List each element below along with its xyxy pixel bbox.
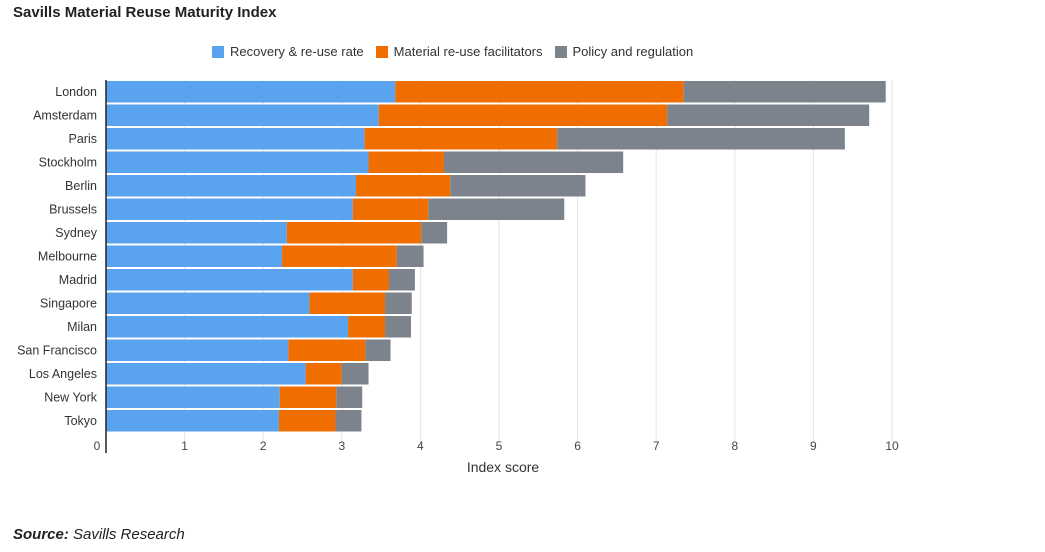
bar-madrid-series-0 [106,269,353,291]
bar-amsterdam-series-1 [378,104,668,126]
bar-los-angeles-series-1 [305,363,342,385]
source-label: Source: [13,526,69,543]
bar-milan-series-0 [106,316,349,338]
bar-san-francisco-series-1 [288,339,366,361]
bar-paris-series-1 [364,128,558,150]
bar-san-francisco-series-0 [106,339,289,361]
y-category-label: Berlin [65,179,97,193]
bar-tokyo-series-0 [106,410,279,432]
legend-label-recovery: Recovery & re-use rate [230,44,364,59]
x-tick-label-10: 10 [885,439,899,453]
y-category-label: Stockholm [39,155,97,169]
bar-los-angeles-series-0 [106,363,306,385]
bar-berlin-series-0 [106,175,356,197]
y-category-label: Los Angeles [29,367,97,381]
bar-berlin-series-2 [450,175,586,197]
y-category-label: Singapore [40,296,97,310]
legend-label-policy: Policy and regulation [572,44,694,59]
y-category-label: New York [44,390,98,404]
x-tick-label-5: 5 [496,439,503,453]
legend-swatch-recovery [212,45,224,58]
bar-amsterdam-series-0 [106,104,379,126]
y-category-label: Amsterdam [33,108,97,122]
bar-milan-series-1 [348,316,386,338]
legend: Recovery & re-use rate Material re-use f… [212,44,705,59]
bar-brussels-series-2 [428,198,565,220]
x-tick-label-0: 0 [94,439,101,453]
bar-madrid-series-1 [352,269,389,291]
bar-london-series-1 [395,81,684,103]
bar-stockholm-series-1 [368,151,444,173]
x-tick-label-4: 4 [417,439,424,453]
bar-melbourne-series-1 [282,245,397,267]
bar-sydney-series-0 [106,222,287,244]
bar-brussels-series-0 [106,198,353,220]
bar-amsterdam-series-2 [667,104,870,126]
x-tick-label-9: 9 [810,439,817,453]
bar-paris-series-2 [557,128,845,150]
bar-san-francisco-series-2 [365,339,391,361]
x-axis-title: Index score [467,459,540,475]
bar-melbourne-series-0 [106,245,283,267]
x-tick-label-3: 3 [338,439,345,453]
x-tick-label-7: 7 [653,439,660,453]
y-category-label: Tokyo [64,414,97,428]
bar-new-york-series-1 [279,386,337,408]
bar-tokyo-series-1 [278,410,336,432]
bar-milan-series-2 [385,316,411,338]
bar-brussels-series-1 [352,198,429,220]
y-category-label: London [55,85,97,99]
legend-label-facilitators: Material re-use facilitators [393,44,543,59]
bar-sydney-series-1 [286,222,422,244]
source-note: Source: Savills Research [13,526,185,543]
y-category-label: Brussels [49,202,97,216]
x-tick-label-6: 6 [574,439,581,453]
bar-london-series-2 [683,81,886,103]
bar-new-york-series-0 [106,386,280,408]
y-category-label: Milan [67,320,97,334]
bar-tokyo-series-2 [335,410,362,432]
y-category-label: Melbourne [38,249,97,263]
x-tick-label-2: 2 [260,439,267,453]
bar-singapore-series-2 [385,292,412,314]
bar-singapore-series-1 [309,292,386,314]
y-category-label: Madrid [59,273,97,287]
y-category-label: Paris [69,132,97,146]
x-tick-label-8: 8 [731,439,738,453]
legend-swatch-facilitators [375,45,388,58]
bar-sydney-series-2 [421,222,448,244]
legend-item-policy: Policy and regulation [554,44,694,59]
bar-stockholm-series-0 [106,151,369,173]
x-tick-label-1: 1 [181,439,188,453]
source-text: Savills Research [73,526,185,543]
chart-title: Savills Material Reuse Maturity Index [13,4,277,21]
bar-london-series-0 [106,81,396,103]
bar-paris-series-0 [106,128,365,150]
y-category-label: San Francisco [17,343,97,357]
y-category-label: Sydney [55,226,97,240]
bar-stockholm-series-2 [443,151,624,173]
bar-singapore-series-0 [106,292,310,314]
legend-item-recovery: Recovery & re-use rate [212,44,364,59]
bar-melbourne-series-2 [396,245,424,267]
legend-swatch-policy [554,45,567,58]
bar-berlin-series-1 [355,175,451,197]
bar-los-angeles-series-2 [341,363,369,385]
bar-madrid-series-2 [388,269,415,291]
legend-item-facilitators: Material re-use facilitators [375,44,543,59]
bar-new-york-series-2 [336,386,363,408]
